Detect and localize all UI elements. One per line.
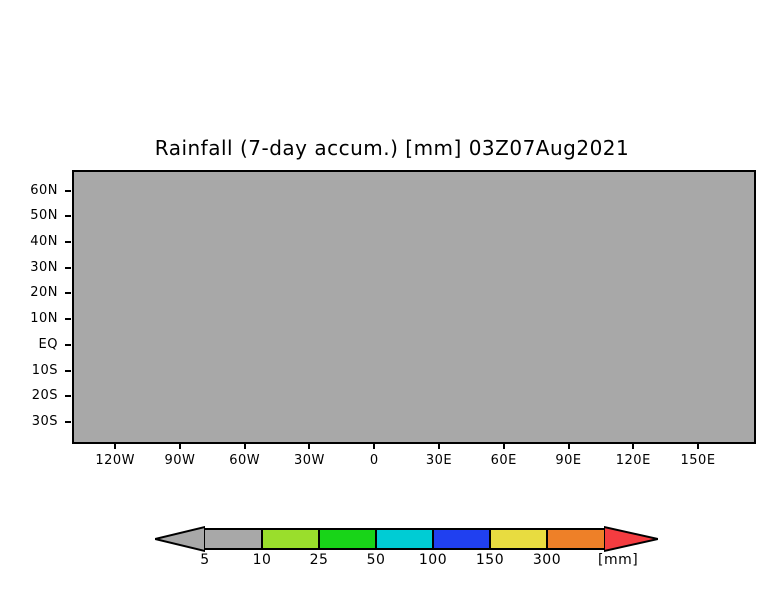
x-tick-label: 150E: [680, 453, 716, 468]
x-tick-mark: [178, 443, 181, 449]
colorbar-cell: [547, 528, 604, 550]
y-tick-mark: [65, 395, 71, 398]
colorbar: [mm] 5 10 25 50 100 150 300: [0, 520, 784, 580]
colorbar-cell: [490, 528, 547, 550]
x-tick-mark: [632, 443, 635, 449]
colorbar-tick-label: 150: [475, 552, 505, 568]
colorbar-units-label: [mm]: [598, 552, 639, 568]
colorbar-cell: [319, 528, 376, 550]
colorbar-separator: [546, 528, 548, 550]
x-tick-mark: [243, 443, 246, 449]
x-tick-label: 30W: [294, 453, 325, 468]
x-tick-label: 60E: [490, 453, 517, 468]
y-tick-label: EQ: [38, 336, 58, 352]
y-tick-mark: [65, 189, 71, 192]
y-tick-mark: [65, 343, 71, 346]
y-tick-mark: [65, 241, 71, 243]
colorbar-separator: [489, 528, 491, 550]
y-tick-label: 10N: [30, 311, 58, 327]
page-title: Rainfall (7-day accum.) [mm] 03Z07Aug202…: [154, 136, 630, 160]
x-tick-mark: [437, 443, 440, 449]
colorbar-cell: [205, 528, 262, 550]
x-tick-label: 0: [369, 453, 379, 468]
y-tick-mark: [65, 215, 71, 218]
y-tick-mark: [65, 421, 71, 423]
y-tick-mark: [65, 318, 71, 321]
colorbar-tick-label: 5: [200, 552, 210, 568]
y-tick-label: 40N: [30, 234, 58, 249]
x-tick-mark: [373, 443, 376, 449]
colorbar-left-arrow: [155, 526, 205, 552]
colorbar-cell: [262, 528, 319, 550]
x-tick-label: 120W: [95, 453, 136, 468]
rainfall-heatmap-canvas: [74, 172, 754, 442]
y-tick-label: 20N: [30, 285, 58, 301]
x-tick-mark: [114, 443, 117, 449]
x-tick-mark: [567, 443, 570, 449]
x-tick-mark: [697, 443, 700, 449]
colorbar-right-arrow: [604, 526, 658, 552]
colorbar-tick-label: 50: [366, 552, 386, 568]
colorbar-tick-label: 25: [309, 552, 329, 568]
colorbar-cell: [433, 528, 490, 550]
colorbar-separator: [261, 528, 263, 550]
y-tick-label: 50N: [30, 208, 58, 224]
x-tick-label: 30E: [425, 453, 453, 468]
map-plot-area: [72, 170, 756, 444]
y-tick-label: 20S: [31, 388, 58, 404]
colorbar-tick-label: 300: [532, 552, 562, 568]
colorbar-separator: [375, 528, 377, 550]
x-tick-label: 120E: [615, 453, 651, 468]
x-tick-label: 90W: [164, 453, 196, 468]
y-tick-mark: [65, 369, 71, 372]
colorbar-tick-label: 10: [252, 552, 272, 568]
y-tick-mark: [65, 266, 71, 269]
y-tick-label: 30S: [31, 414, 58, 429]
y-tick-label: 30N: [30, 259, 58, 275]
x-tick-mark: [308, 443, 311, 449]
y-tick-label: 60N: [30, 182, 58, 198]
x-tick-label: 60W: [229, 453, 261, 468]
x-tick-mark: [502, 443, 505, 449]
colorbar-separator: [432, 528, 434, 550]
x-tick-label: 90E: [555, 453, 582, 468]
y-tick-label: 10S: [31, 362, 58, 378]
colorbar-cell: [376, 528, 433, 550]
y-tick-mark: [65, 292, 71, 295]
colorbar-tick-label: 100: [418, 552, 448, 568]
colorbar-separator: [318, 528, 320, 550]
